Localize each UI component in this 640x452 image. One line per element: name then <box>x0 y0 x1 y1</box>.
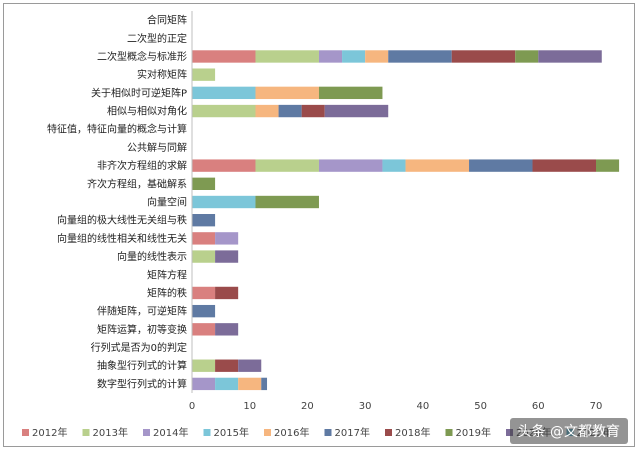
category-label: 矩阵的秩 <box>147 286 187 299</box>
category-label: 向量空间 <box>147 196 187 209</box>
bar-segment <box>532 159 596 172</box>
legend-swatch <box>445 429 453 436</box>
category-label: 伴随矩阵，可逆矩阵 <box>97 305 187 318</box>
bar-segment <box>192 177 216 190</box>
legend-label: 2018年 <box>395 426 430 439</box>
category-label: 向量的线性表示 <box>117 250 187 263</box>
bar-segment <box>192 359 216 372</box>
bar-segment <box>469 159 533 172</box>
category-label: 实对称矩阵 <box>137 68 187 81</box>
bar-segment <box>324 104 389 118</box>
bar-segment <box>215 232 239 245</box>
legend-swatch <box>143 429 150 436</box>
legend-swatch <box>203 429 211 436</box>
category-label: 抽象型行列式的计算 <box>97 359 187 372</box>
bar-segment <box>192 250 216 263</box>
bar-segment <box>192 304 216 318</box>
x-tick-label: 10 <box>243 401 256 412</box>
legend-swatch <box>82 429 90 436</box>
bar-segment <box>318 50 343 63</box>
bar-segment <box>255 104 279 118</box>
bar-segment <box>365 50 389 63</box>
bar-segment <box>192 323 216 336</box>
bar-segment <box>596 159 620 172</box>
bar-segment <box>192 286 216 300</box>
bar-segment <box>451 50 516 63</box>
bar-segment <box>192 104 256 118</box>
bar-segment <box>405 159 470 172</box>
bar-segment <box>192 159 256 172</box>
category-label: 数字型行列式的计算 <box>97 377 187 390</box>
legend-label: 2013年 <box>93 426 128 439</box>
bar-segment <box>192 86 256 100</box>
bar-segment <box>215 250 239 263</box>
bar-segment <box>515 50 539 63</box>
legend-label: 2019年 <box>456 426 491 439</box>
x-tick-label: 40 <box>416 401 429 412</box>
category-label: 特征值，特征向量的概念与计算 <box>47 123 187 136</box>
legend-label: 2016年 <box>274 426 309 439</box>
bar-segment <box>192 50 256 63</box>
category-label: 齐次方程组，基础解系 <box>87 177 187 190</box>
bar-segment <box>192 214 216 227</box>
category-label: 二次型概念与标准形 <box>97 50 187 63</box>
category-label: 非齐次方程组的求解 <box>97 159 187 172</box>
bar-segment <box>238 359 262 372</box>
bar-segment <box>238 377 262 391</box>
legend-swatch <box>385 429 392 436</box>
bar-segment <box>215 377 239 391</box>
x-tick-label: 20 <box>301 401 314 412</box>
category-label: 向量组的极大线性无关组与秩 <box>57 214 187 227</box>
category-label: 向量组的线性相关和线性无关 <box>57 232 187 245</box>
bar-segment <box>318 86 383 100</box>
bar-segment <box>192 68 216 81</box>
bar-segment <box>192 232 216 245</box>
category-label: 合同矩阵 <box>147 14 187 27</box>
bar-segment <box>342 50 366 63</box>
x-tick-label: 60 <box>532 401 545 412</box>
x-tick-label: 30 <box>359 401 372 412</box>
category-label: 相似与相似对角化 <box>107 105 187 118</box>
bar-segment <box>278 104 302 118</box>
legend-label: 2015年 <box>214 426 249 439</box>
x-tick-label: 70 <box>590 401 603 412</box>
category-label: 公共解与同解 <box>127 141 187 154</box>
bar-segment <box>215 323 239 336</box>
category-label: 行列式是否为0的判定 <box>91 341 187 354</box>
bar-segment <box>192 195 256 209</box>
legend-label: 2017年 <box>335 426 370 439</box>
bar-segment <box>255 86 319 100</box>
chart-frame <box>3 3 635 447</box>
x-axis: 0 10 20 30 40 50 60 70 <box>189 11 603 412</box>
bar-segment <box>388 50 452 63</box>
legend-swatch <box>324 429 332 436</box>
bar-segment <box>318 159 383 172</box>
x-tick-label: 50 <box>474 401 487 412</box>
legend-swatch <box>506 429 513 436</box>
category-label: 关于相似时可逆矩阵P <box>91 86 187 99</box>
legend-swatch <box>264 429 271 436</box>
watermark: 头条 @文都教育 <box>509 418 628 444</box>
bar-segment <box>255 159 319 172</box>
bar-segment <box>255 50 319 63</box>
legend-label: 2012年 <box>32 426 67 439</box>
bar-segment <box>215 359 239 372</box>
bar-segment <box>255 195 319 209</box>
category-label: 矩阵运算，初等变换 <box>97 323 187 336</box>
bar-segment <box>192 377 216 391</box>
legend-label: 2014年 <box>153 426 188 439</box>
legend-swatch <box>22 429 29 436</box>
bars-group <box>192 50 620 391</box>
bar-segment <box>382 159 406 172</box>
bar-segment <box>215 286 239 300</box>
category-label: 矩阵方程 <box>147 268 187 281</box>
x-tick-label: 0 <box>189 401 195 412</box>
bar-segment <box>301 104 325 118</box>
bar-segment <box>261 377 268 391</box>
bar-segment <box>538 50 602 63</box>
category-label: 二次型的正定 <box>127 32 187 45</box>
